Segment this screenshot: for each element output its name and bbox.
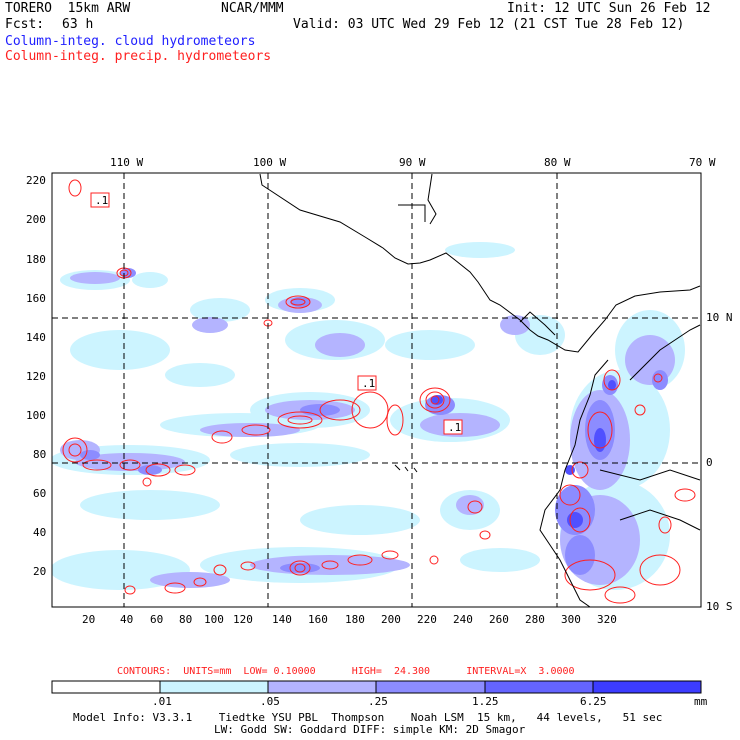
x-tick: 220 (417, 613, 437, 626)
forecast-label: Fcst: (5, 17, 45, 32)
latlon-grid (52, 173, 701, 607)
model-info-line1: Model Info: V3.3.1 Tiedtke YSU PBL Thomp… (73, 711, 663, 724)
x-tick: 100 (204, 613, 224, 626)
lat-label-10s: 10 S (706, 600, 733, 613)
forecast-hour: 63 h (62, 17, 94, 32)
colorbar-label: .25 (368, 695, 388, 708)
x-tick: 60 (150, 613, 164, 626)
valid-time: Valid: 03 UTC Wed 29 Feb 12 (21 CST Tue … (293, 17, 685, 32)
y-tick: 100 (26, 409, 46, 422)
y-tick: 160 (26, 292, 46, 305)
y-tick: 60 (33, 487, 47, 500)
y-tick: 180 (26, 253, 46, 266)
contour-value-label: .1 (95, 194, 109, 207)
colorbar-label: 1.25 (472, 695, 499, 708)
contour-info: CONTOURS: UNITS=mm LOW= 0.10000 HIGH= 24… (117, 666, 575, 677)
y-tick: 120 (26, 370, 46, 383)
contour-value-label: .1 (362, 377, 376, 390)
init-time: Init: 12 UTC Sun 26 Feb 12 (507, 1, 711, 16)
field-precip-label: Column-integ. precip. hydrometeors (5, 49, 272, 64)
map-field-layer (52, 173, 701, 607)
y-tick: 80 (33, 448, 47, 461)
precip-contours (62, 179, 696, 604)
y-tick: 220 (26, 174, 46, 187)
contour-value-label: .1 (448, 421, 462, 434)
x-tick: 180 (345, 613, 365, 626)
colorbar-label: .01 (152, 695, 172, 708)
x-tick: 260 (489, 613, 509, 626)
lon-label-80w: 80 W (544, 156, 571, 169)
colorbar-label: 6.25 (580, 695, 607, 708)
colorbar-label: .05 (260, 695, 280, 708)
boxed-labels (90, 192, 463, 435)
x-tick: 200 (381, 613, 401, 626)
x-tick: 280 (525, 613, 545, 626)
colorbar (51, 680, 702, 694)
org-label: NCAR/MMM (221, 1, 284, 16)
coastlines (259, 173, 701, 607)
x-tick: 140 (272, 613, 292, 626)
lon-label-70w: 70 W (689, 156, 716, 169)
lat-label-10n: 10 N (706, 311, 733, 324)
field-cloud-label: Column-integ. cloud hydrometeors (5, 34, 256, 49)
x-tick: 240 (453, 613, 473, 626)
y-tick: 140 (26, 331, 46, 344)
colorbar-units: mm (694, 695, 708, 708)
model-info-line2: LW: Godd SW: Goddard DIFF: simple KM: 2D… (214, 723, 526, 736)
y-tick: 20 (33, 565, 47, 578)
x-tick: 40 (120, 613, 134, 626)
x-tick: 80 (179, 613, 193, 626)
model-title: TORERO 15km ARW (5, 1, 131, 16)
lon-label-110w: 110 W (110, 156, 144, 169)
cloud-shading (52, 242, 685, 590)
x-tick: 300 (561, 613, 581, 626)
lon-label-90w: 90 W (399, 156, 426, 169)
lat-label-0: 0 (706, 456, 713, 469)
x-tick: 160 (308, 613, 328, 626)
plot-frame (51, 172, 702, 608)
x-tick: 20 (82, 613, 96, 626)
lon-label-100w: 100 W (253, 156, 287, 169)
x-tick: 320 (597, 613, 617, 626)
y-tick: 40 (33, 526, 47, 539)
x-tick: 120 (233, 613, 253, 626)
y-tick: 200 (26, 213, 46, 226)
